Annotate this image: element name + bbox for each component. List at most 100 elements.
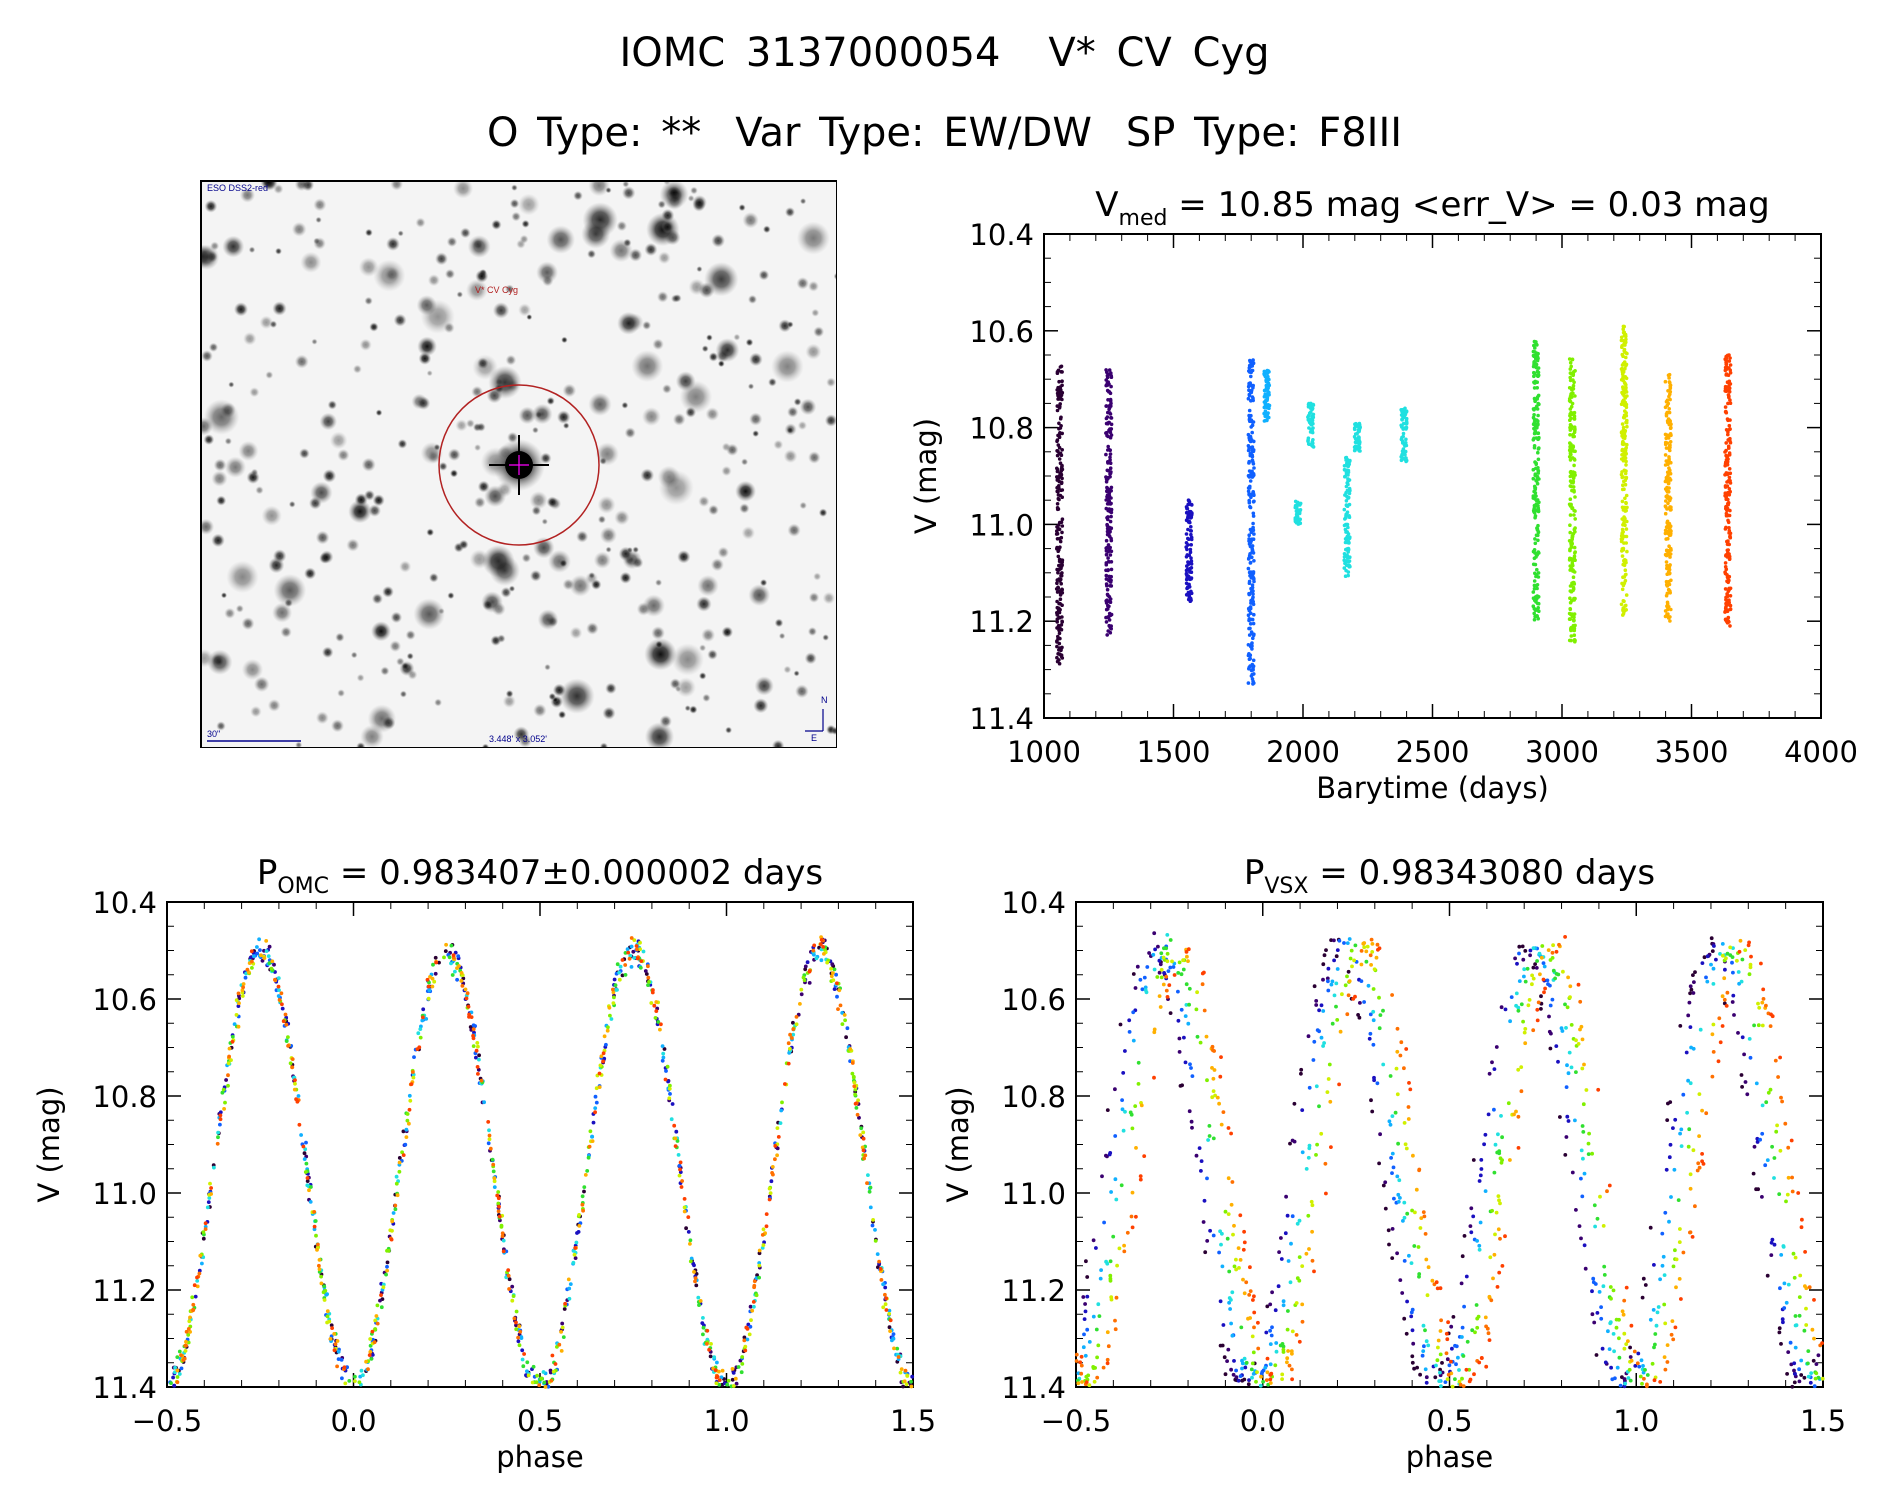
data-point	[1728, 363, 1733, 367]
data-point	[1248, 664, 1252, 668]
data-point	[1404, 409, 1409, 414]
data-point	[1781, 1245, 1786, 1249]
data-point	[696, 1295, 701, 1300]
data-point	[175, 1375, 180, 1379]
data-point	[1057, 567, 1061, 572]
data-point	[1537, 609, 1541, 613]
field-star	[253, 676, 270, 693]
data-point	[1158, 962, 1163, 967]
data-point	[1140, 987, 1145, 992]
data-point	[1055, 449, 1059, 453]
data-point	[340, 1376, 344, 1381]
data-point	[1668, 448, 1672, 453]
data-point	[731, 1384, 736, 1388]
data-point	[1286, 1309, 1290, 1313]
data-point	[870, 1223, 875, 1228]
data-point	[1679, 1127, 1684, 1132]
data-point	[1710, 949, 1715, 953]
data-point	[1568, 513, 1573, 517]
data-point	[1483, 1132, 1488, 1137]
data-point	[1250, 458, 1255, 463]
data-point	[1091, 1314, 1096, 1319]
field-star	[272, 301, 287, 316]
data-point	[1273, 1308, 1278, 1313]
data-point	[832, 967, 837, 972]
data-point	[1590, 1151, 1594, 1156]
data-point	[577, 1213, 581, 1217]
data-point	[1251, 668, 1255, 672]
data-point	[1624, 572, 1628, 577]
data-point	[1109, 624, 1113, 628]
data-point	[1641, 1276, 1646, 1281]
data-points	[1054, 324, 1733, 686]
data-point	[557, 1342, 562, 1347]
data-point	[322, 1298, 327, 1302]
data-point	[1653, 1332, 1658, 1336]
data-point	[1249, 399, 1253, 403]
data-point	[1628, 1378, 1633, 1383]
data-point	[1572, 457, 1577, 461]
data-point	[643, 969, 648, 973]
data-point	[463, 987, 468, 992]
data-point	[1226, 1347, 1231, 1352]
data-point	[1532, 598, 1537, 603]
data-point	[701, 1325, 706, 1330]
data-point	[1306, 1155, 1311, 1160]
data-point	[1188, 1062, 1192, 1067]
data-point	[366, 1367, 370, 1372]
data-point	[1523, 979, 1528, 984]
data-point	[395, 1193, 400, 1198]
data-point	[1083, 1353, 1088, 1358]
data-point	[1611, 1332, 1616, 1336]
data-point	[1625, 549, 1629, 554]
field-star	[521, 553, 532, 563]
data-point	[1782, 1306, 1787, 1310]
data-point	[252, 954, 256, 959]
data-point	[425, 977, 430, 982]
data-point	[418, 1027, 423, 1031]
data-point	[1572, 527, 1577, 532]
field-star	[758, 269, 770, 281]
field-star	[322, 469, 337, 483]
data-point	[1568, 607, 1572, 611]
data-point	[530, 1380, 535, 1385]
data-point	[750, 1308, 755, 1313]
data-point	[1551, 968, 1556, 973]
data-point	[1306, 1034, 1311, 1039]
data-point	[1252, 559, 1256, 563]
data-point	[1728, 535, 1733, 540]
data-point	[1742, 1052, 1746, 1057]
data-point	[1188, 509, 1193, 514]
field-star	[799, 398, 817, 416]
data-point	[829, 974, 834, 979]
data-point	[1652, 1263, 1656, 1267]
data-point	[1567, 448, 1572, 453]
data-point	[1195, 1034, 1200, 1039]
data-point	[1569, 557, 1574, 561]
data-point	[245, 967, 250, 972]
data-point	[290, 1065, 295, 1070]
data-point	[1392, 1196, 1396, 1201]
data-point	[1186, 515, 1190, 520]
data-point	[835, 994, 839, 999]
data-point	[541, 1370, 546, 1374]
data-point	[1513, 956, 1517, 961]
field-star	[371, 593, 383, 605]
data-point	[1056, 489, 1060, 494]
data-point	[1094, 1246, 1098, 1250]
data-point	[1723, 561, 1728, 565]
data-point	[1166, 969, 1171, 973]
data-point	[1460, 1254, 1465, 1259]
data-point	[1186, 537, 1191, 541]
data-point	[1536, 413, 1540, 418]
data-point	[1663, 379, 1668, 384]
data-point	[767, 1197, 772, 1202]
data-point	[1531, 407, 1536, 411]
data-point	[1247, 592, 1252, 597]
data-point	[1059, 627, 1064, 632]
data-point	[537, 1383, 542, 1388]
data-point	[1462, 1304, 1466, 1309]
data-point	[184, 1339, 188, 1344]
data-point	[1669, 578, 1673, 583]
data-point	[693, 1276, 698, 1280]
